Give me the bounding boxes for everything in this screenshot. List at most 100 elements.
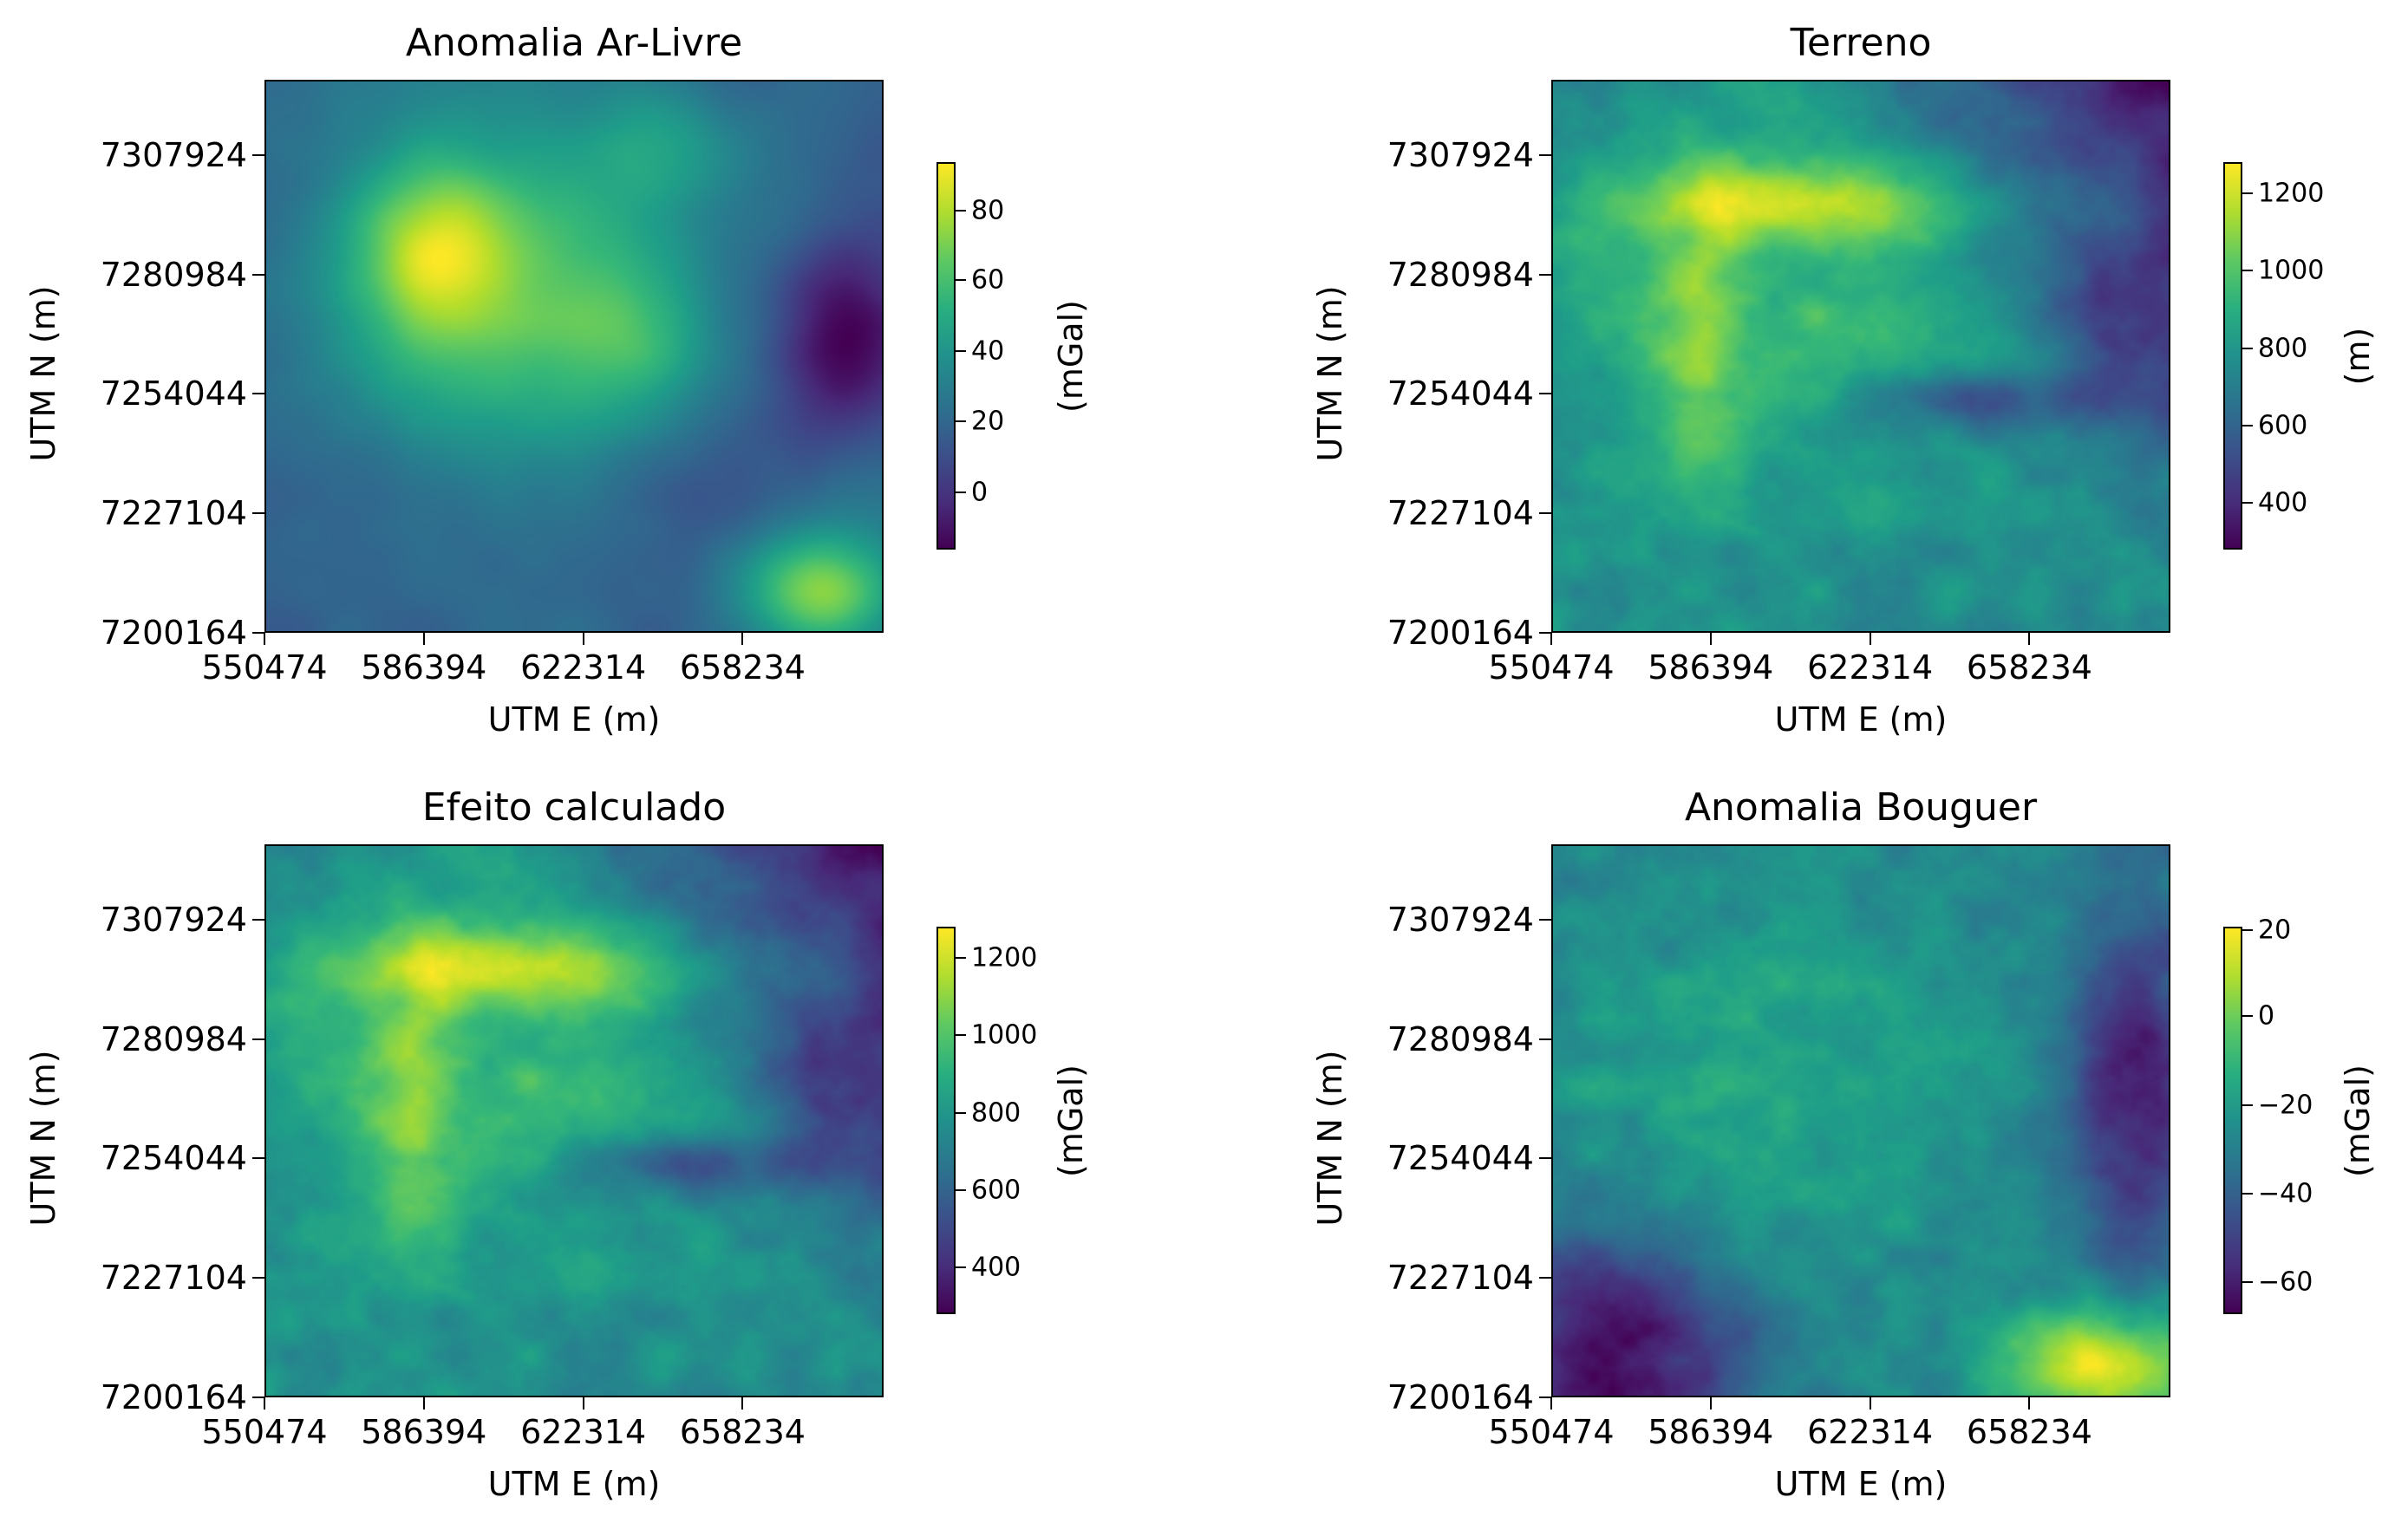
y-tick-mark	[1539, 1277, 1551, 1279]
colorbar-tick-mark	[2242, 1014, 2253, 1017]
colorbar-label: (mGal)	[1052, 1064, 1090, 1177]
colorbar-tick-mark	[2242, 1192, 2253, 1195]
x-tick-label: 586394	[1648, 648, 1774, 687]
y-tick-label: 7200164	[1387, 1378, 1534, 1416]
y-tick-label: 7227104	[100, 494, 247, 533]
y-tick-label: 7254044	[100, 1139, 247, 1178]
colorbar-tick-mark	[2242, 424, 2253, 426]
y-tick-mark	[252, 273, 264, 276]
x-tick-mark	[741, 1397, 744, 1410]
x-tick-label: 550474	[201, 648, 328, 687]
colorbar-tick-mark	[2242, 192, 2253, 194]
colorbar-tick-mark	[956, 956, 966, 959]
y-tick-label: 7200164	[1387, 614, 1534, 652]
chart-title: Terreno	[1790, 21, 1932, 65]
colorbar-tick-label: 1000	[971, 1019, 1038, 1051]
colorbar	[2223, 162, 2242, 550]
x-tick-label: 622314	[520, 648, 647, 687]
x-tick-mark	[264, 633, 265, 645]
x-tick-label: 550474	[201, 1413, 328, 1451]
colorbar-tick-mark	[2242, 1104, 2253, 1106]
x-tick-mark	[2028, 1397, 2031, 1410]
y-axis-label: UTM N (m)	[1311, 285, 1349, 462]
heatmap-plot-area	[1551, 844, 2170, 1397]
colorbar-tick-mark	[2242, 347, 2253, 349]
colorbar-tick-label: 0	[2258, 1000, 2275, 1032]
x-tick-mark	[582, 633, 584, 645]
x-tick-mark	[1869, 633, 1871, 645]
heatmap-image	[1553, 846, 2169, 1396]
colorbar-tick-label: 20	[2258, 915, 2292, 946]
x-axis-label: UTM E (m)	[487, 1465, 661, 1503]
x-tick-label: 550474	[1488, 648, 1615, 687]
heatmap-plot-area	[264, 844, 884, 1397]
x-tick-label: 586394	[361, 648, 487, 687]
y-tick-mark	[252, 1157, 264, 1160]
y-tick-mark	[252, 1397, 264, 1398]
y-tick-label: 7200164	[100, 1378, 247, 1416]
x-tick-label: 658234	[1966, 1413, 2092, 1451]
colorbar-tick-mark	[2242, 502, 2253, 505]
colorbar-tick-mark	[956, 279, 966, 282]
heatmap-plot-area	[1551, 80, 2170, 633]
chart-title: Anomalia Bouguer	[1684, 785, 2038, 830]
colorbar-tick-label: 800	[2258, 333, 2308, 364]
heatmap-plot-area	[264, 80, 884, 633]
colorbar-tick-label: −60	[2258, 1266, 2313, 1298]
y-tick-mark	[1539, 512, 1551, 515]
colorbar-label: (mGal)	[1052, 299, 1090, 413]
chart-title: Anomalia Ar-Livre	[405, 21, 743, 65]
y-tick-mark	[1539, 1157, 1551, 1160]
y-tick-mark	[252, 632, 264, 634]
x-tick-mark	[1550, 1397, 1552, 1410]
y-tick-label: 7280984	[100, 255, 247, 294]
colorbar	[936, 927, 956, 1314]
y-tick-mark	[1539, 632, 1551, 634]
x-tick-label: 586394	[1648, 1413, 1774, 1451]
colorbar-tick-mark	[956, 1188, 966, 1191]
y-tick-label: 7307924	[100, 901, 247, 940]
x-tick-mark	[422, 1397, 425, 1410]
x-tick-label: 622314	[1807, 648, 1934, 687]
y-tick-mark	[1539, 393, 1551, 395]
colorbar-tick-mark	[956, 1111, 966, 1114]
y-tick-label: 7254044	[100, 374, 247, 413]
y-tick-mark	[252, 393, 264, 395]
colorbar-tick-label: 1000	[2258, 255, 2325, 286]
colorbar-tick-label: 40	[971, 335, 1005, 367]
colorbar-label: (m)	[2339, 327, 2377, 385]
y-tick-mark	[252, 154, 264, 157]
chart-title: Efeito calculado	[421, 785, 727, 830]
y-axis-label: UTM N (m)	[1311, 1050, 1349, 1227]
y-tick-mark	[1539, 919, 1551, 921]
y-tick-mark	[1539, 273, 1551, 276]
y-tick-mark	[1539, 1397, 1551, 1398]
y-tick-mark	[1539, 154, 1551, 157]
y-tick-label: 7307924	[100, 136, 247, 175]
y-tick-label: 7280984	[100, 1019, 247, 1058]
x-axis-label: UTM E (m)	[1774, 700, 1948, 739]
x-tick-mark	[582, 1397, 584, 1410]
y-tick-label: 7280984	[1387, 1019, 1534, 1058]
x-tick-label: 622314	[520, 1413, 647, 1451]
colorbar-tick-label: −40	[2258, 1178, 2313, 1209]
x-tick-mark	[264, 1397, 265, 1410]
colorbar-tick-label: 1200	[2258, 178, 2325, 209]
colorbar-tick-label: 600	[2258, 410, 2308, 441]
x-tick-mark	[1709, 1397, 1712, 1410]
y-tick-label: 7280984	[1387, 255, 1534, 294]
colorbar-tick-label: 800	[971, 1097, 1021, 1129]
colorbar-tick-label: 20	[971, 406, 1005, 437]
y-axis-label: UTM N (m)	[24, 1050, 62, 1227]
x-tick-mark	[741, 633, 744, 645]
colorbar-tick-label: 1200	[971, 942, 1038, 973]
colorbar-tick-mark	[2242, 928, 2253, 931]
y-tick-label: 7227104	[100, 1259, 247, 1298]
x-axis-label: UTM E (m)	[487, 700, 661, 739]
x-tick-label: 586394	[361, 1413, 487, 1451]
x-tick-label: 658234	[1966, 648, 2092, 687]
colorbar	[936, 162, 956, 550]
heatmap-image	[1553, 81, 2169, 631]
y-tick-label: 7307924	[1387, 136, 1534, 175]
